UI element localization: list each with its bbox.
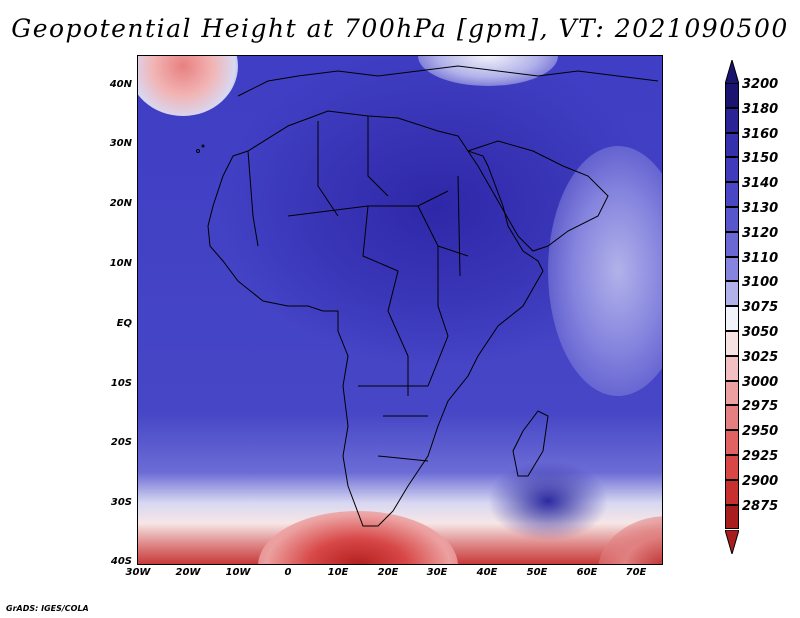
lat-label-20s: 20S — [110, 437, 132, 448]
colorbar-label: 3120 — [742, 225, 779, 241]
lon-label-40e: 40E — [476, 567, 498, 578]
coastline-overlay — [196, 65, 659, 527]
lon-label-50e: 50E — [526, 567, 548, 578]
colorbar-swatch — [725, 256, 739, 282]
colorbar-swatch — [725, 380, 739, 406]
colorbar-label: 2975 — [742, 399, 779, 415]
colorbar-swatch — [725, 405, 739, 431]
colorbar-label: 3100 — [742, 275, 779, 291]
lat-label-30n: 30N — [109, 138, 132, 149]
light-region-arabian-sea — [548, 146, 662, 396]
map-title: Geopotential Height at 700hPa [gpm], VT:… — [11, 14, 789, 43]
colorbar-swatch — [725, 107, 739, 133]
colorbar-label: 3150 — [742, 151, 779, 167]
lon-label-30w: 30W — [125, 567, 151, 578]
geopotential-map — [137, 55, 663, 565]
lon-label-10w: 10W — [225, 567, 251, 578]
colorbar-label: 3050 — [742, 325, 779, 340]
lat-label-40s: 40S — [110, 556, 132, 567]
lat-label-40n: 40N — [109, 79, 132, 90]
colorbar-swatch — [725, 132, 739, 158]
colorbar-swatch — [725, 207, 739, 232]
lon-label-20e: 20E — [377, 567, 399, 578]
colorbar-swatch — [725, 479, 739, 505]
colorbar-swatch — [725, 355, 739, 381]
lon-label-70e: 70E — [625, 567, 647, 578]
colorbar-label: 3025 — [742, 349, 779, 365]
colorbar-swatch — [725, 504, 739, 530]
colorbar-label: 3180 — [742, 101, 779, 117]
lon-label-20w: 20W — [175, 567, 201, 578]
colorbar-swatch — [725, 455, 739, 480]
lat-label-20n: 20N — [109, 198, 132, 209]
lon-label-0: 0 — [284, 567, 292, 578]
credit-label: GrADS: IGES/COLA — [6, 604, 89, 613]
colorbar-swatch — [725, 157, 739, 183]
colorbar-label: 3200 — [742, 77, 779, 92]
lat-label-eq: EQ — [116, 318, 132, 329]
colorbar-label: 3130 — [742, 201, 779, 216]
lat-label-10s: 10S — [110, 378, 132, 389]
colorbar-label: 3110 — [742, 250, 779, 266]
colorbar-top-arrow — [725, 60, 739, 84]
colorbar-label: 2925 — [742, 449, 779, 464]
colorbar-label: 2900 — [742, 473, 779, 489]
colorbar-label: 2950 — [742, 424, 779, 440]
colorbar-label: 3140 — [742, 176, 779, 192]
colorbar-bottom-arrow — [725, 530, 739, 554]
colorbar-swatch — [725, 231, 739, 257]
lat-label-10n: 10N — [109, 258, 132, 269]
colorbar-swatch — [725, 430, 739, 455]
lat-label-30s: 30S — [110, 497, 132, 508]
colorbar-swatch — [725, 83, 739, 108]
colorbar-swatch — [725, 331, 739, 356]
lon-label-10e: 10E — [327, 567, 349, 578]
colorbar-label: 3075 — [742, 300, 779, 316]
lon-label-60e: 60E — [576, 567, 598, 578]
lon-label-30e: 30E — [426, 567, 448, 578]
colorbar-swatch — [725, 306, 739, 331]
colorbar-swatch — [725, 182, 739, 207]
colorbar-label: 3160 — [742, 126, 779, 142]
colorbar-swatch — [725, 281, 739, 307]
colorbar-label: 3000 — [742, 374, 779, 390]
colorbar-label: 2875 — [742, 498, 779, 514]
